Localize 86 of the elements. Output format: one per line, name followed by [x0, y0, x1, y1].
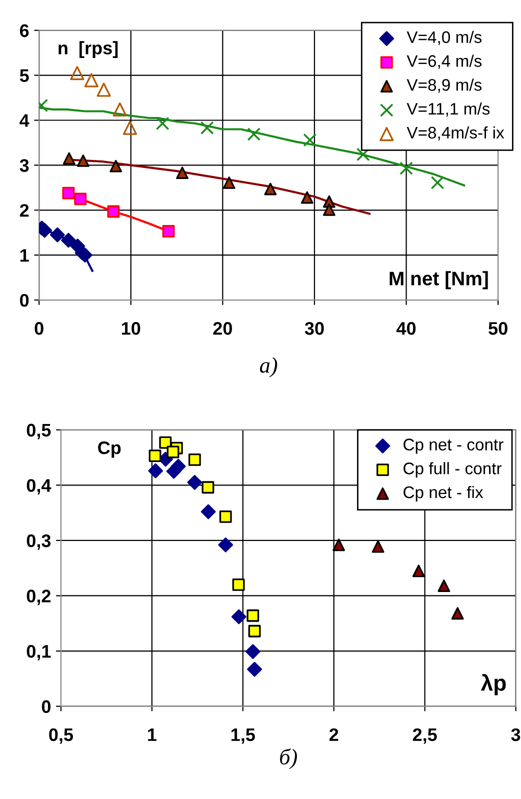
x-tick-label: 20 [213, 322, 232, 335]
point [438, 580, 450, 592]
y-tick-label: 0,5 [26, 424, 51, 440]
point [162, 225, 175, 238]
point [62, 186, 75, 200]
point [159, 436, 172, 449]
point [61, 232, 76, 248]
point [96, 82, 111, 97]
point [202, 481, 214, 494]
x-tick-label: 2,5 [412, 728, 437, 744]
legend-label: V=6,4 m/s [406, 54, 482, 69]
y-tick-label: 0,2 [26, 590, 51, 606]
x-tick-label: 0,5 [49, 728, 74, 744]
y-tick-label: 0,1 [26, 644, 51, 660]
point [430, 176, 444, 190]
y-tick-label: 6 [20, 24, 29, 38]
point [170, 458, 186, 474]
x-tick-label: 1 [148, 728, 156, 741]
point [84, 73, 98, 88]
point [74, 192, 87, 206]
legend-label: V=4,0 m/s [406, 30, 482, 46]
y-tick-label: 0,4 [26, 479, 52, 494]
point [300, 191, 314, 204]
point [76, 154, 90, 167]
point [303, 133, 317, 147]
y-tick-label: 2 [20, 204, 29, 217]
y-tick-label: 0 [20, 294, 29, 307]
point [166, 446, 180, 458]
legend-label: Cp net - contr [404, 438, 504, 454]
x-tick-label: 3 [511, 728, 520, 742]
x-tick-label: 30 [304, 322, 324, 335]
x-tick-label: 50 [488, 322, 508, 335]
y-tick-label: 1 [20, 249, 29, 262]
point [246, 609, 260, 622]
point [156, 116, 170, 130]
legend-label: Cp net - fix [404, 486, 484, 502]
point [451, 607, 464, 620]
point [122, 120, 138, 135]
point [112, 102, 127, 117]
x-tick-label: 2 [329, 728, 338, 741]
point [231, 609, 246, 624]
point [372, 540, 384, 553]
y-tick-label: 3 [20, 159, 29, 172]
point [50, 227, 65, 242]
x-axis-title: λp [480, 674, 506, 696]
point [200, 121, 214, 135]
point [107, 205, 120, 218]
point [232, 578, 245, 591]
x-tick-label: 10 [122, 322, 140, 335]
point [187, 474, 202, 490]
point [39, 222, 52, 238]
legend-label: V=11,1 m/s [406, 102, 490, 117]
point [62, 152, 76, 165]
y-tick-label: 0,3 [26, 534, 51, 550]
point [110, 160, 122, 172]
point [245, 644, 260, 659]
point [218, 537, 234, 552]
point [148, 450, 162, 462]
point [70, 66, 84, 80]
point [247, 127, 261, 141]
point [264, 182, 277, 196]
point [148, 463, 163, 478]
point [248, 624, 261, 638]
point [188, 454, 201, 466]
legend-label: V=8,4m/s-f ix [406, 126, 504, 141]
point [176, 166, 188, 180]
point [219, 510, 232, 523]
y-tick-label: 4 [20, 114, 30, 127]
y-axis-title: n [rps] [58, 41, 118, 58]
text: a) [260, 357, 278, 378]
y-tick-label: 0 [42, 700, 50, 714]
y-axis-title: Cp [98, 441, 121, 458]
point [400, 162, 413, 176]
legend-label: Cp full - contr [404, 462, 502, 478]
x-tick-label: 1,5 [231, 728, 255, 744]
x-axis-title: M net [Nm] [390, 271, 488, 290]
point [200, 504, 216, 520]
point [332, 538, 345, 552]
point [412, 564, 425, 578]
text: б) [280, 748, 297, 770]
point [322, 203, 336, 216]
legend-label: V=8,9 m/s [406, 78, 482, 93]
point [247, 662, 262, 677]
y-tick-label: 5 [20, 69, 29, 82]
point [222, 176, 236, 189]
x-tick-label: 40 [396, 322, 416, 335]
